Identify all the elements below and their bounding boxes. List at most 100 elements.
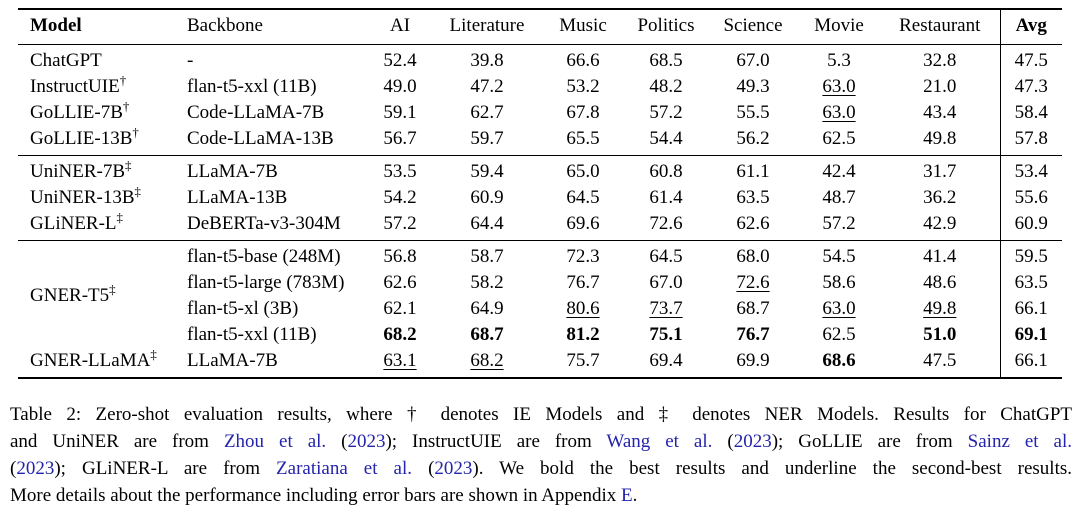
cell-backbone: flan-t5-large (783M) (187, 272, 345, 293)
cell-literature: 39.8 (470, 50, 504, 71)
cell-ai: 63.1 (368, 348, 432, 378)
cell-politics: 57.2 (649, 102, 683, 123)
cell-restaurant: 21.0 (923, 76, 957, 97)
citation-link[interactable]: Zaratiana et al. (276, 458, 413, 479)
cell-backbone: LLaMA-7B (187, 350, 278, 371)
cell-backbone: flan-t5-xl (3B) (187, 298, 299, 319)
cell-restaurant: 49.8 (880, 296, 1000, 322)
column-header-science: Science (723, 15, 783, 36)
cell-science: 68.0 (736, 246, 770, 267)
cell-music: 65.5 (566, 128, 600, 149)
cell-ai: 57.2 (383, 213, 417, 234)
cell-restaurant: 36.2 (923, 187, 957, 208)
best-result-value: 68.6 (822, 350, 856, 371)
model-name: GoLLIE-13B (30, 128, 133, 149)
cell-avg: 60.9 (999, 211, 1062, 241)
column-header-politics: Politics (637, 15, 695, 36)
model-name: GNER-T5 (30, 285, 110, 306)
cell-ai: 62.1 (383, 298, 417, 319)
citation-link[interactable]: E (620, 485, 633, 506)
dagger-mark: † (132, 126, 139, 140)
cell-restaurant: 41.4 (923, 246, 957, 267)
column-header-model: Model (30, 15, 82, 36)
cell-movie: 68.6 (798, 348, 880, 378)
cell-literature: 68.2 (432, 348, 542, 378)
cell-music: 67.8 (566, 102, 600, 123)
citation-link[interactable]: Sainz et al. (967, 431, 1072, 452)
cell-ai: 62.6 (383, 272, 417, 293)
dagger-mark: † (122, 100, 130, 114)
cell-literature: 58.2 (470, 272, 504, 293)
cell-avg: 47.5 (999, 44, 1062, 74)
table-row: InstructUIE† flan-t5-xxl (11B) 49.0 47.2 53.… (18, 74, 1062, 100)
table-row: GLiNER-L‡ DeBERTa-v3-304M 57.2 64.4 69.6 72.6… (18, 211, 1062, 241)
second-best-result-value: 80.6 (566, 298, 600, 319)
cell-backbone: LLaMA-7B (187, 161, 278, 182)
caption-line: Table 2: Zero-shot evaluation results, w… (10, 401, 1072, 428)
cell-music: 53.2 (566, 76, 600, 97)
cell-science: 72.6 (708, 270, 798, 296)
cell-politics: 60.8 (649, 161, 683, 182)
model-name: UniNER-13B (30, 187, 135, 208)
cell-science: 62.6 (736, 213, 770, 234)
table-group: UniNER-7B‡ LLaMA-7B 53.5 59.4 65.0 60.8 61.1 42… (18, 155, 1062, 241)
cell-ai: 56.7 (383, 128, 417, 149)
column-header-literature: Literature (449, 15, 525, 36)
citation-link[interactable]: Zhou et al. (223, 431, 327, 452)
cell-ai: 68.2 (368, 322, 432, 348)
cell-model: GNER-LLaMA‡ (18, 348, 185, 378)
caption-text: More details about the performance inclu… (10, 485, 621, 506)
cell-literature: 62.7 (470, 102, 504, 123)
table-group: GNER-T5‡ flan-t5-base (248M) 56.8 58.7 72.3 6… (18, 240, 1062, 378)
column-header-ai: AI (389, 15, 411, 36)
cell-politics: 75.1 (624, 322, 708, 348)
table-group: ChatGPT - 52.4 39.8 66.6 68.5 67.0 5.3 32.8 47.5 I… (18, 44, 1062, 156)
column-header-avg: Avg (999, 9, 1062, 45)
cell-movie: 63.0 (798, 296, 880, 322)
second-best-result-value: 49.8 (923, 298, 957, 319)
cell-backbone: Code-LLaMA-13B (187, 128, 334, 149)
citation-link[interactable]: Wang et al. (606, 431, 713, 452)
cell-avg: 69.1 (999, 322, 1062, 348)
double-dagger-mark: ‡ (116, 211, 123, 225)
citation-link[interactable]: 2023 (16, 458, 55, 479)
cell-model: UniNER-7B‡ (18, 156, 185, 186)
citation-link[interactable]: 2023 (347, 431, 386, 452)
table-row: flan-t5-large (783M) 62.6 58.2 76.7 67.0 72.6… (18, 270, 1062, 296)
cell-ai: 56.8 (383, 246, 417, 267)
citation-link[interactable]: 2023 (434, 458, 473, 479)
cell-science: 56.2 (736, 128, 770, 149)
cell-movie: 54.5 (822, 246, 856, 267)
cell-science: 76.7 (708, 322, 798, 348)
cell-backbone: flan-t5-xxl (11B) (187, 324, 317, 345)
cell-music: 65.0 (566, 161, 600, 182)
table-row: GNER-LLaMA‡ LLaMA-7B 63.1 68.2 75.7 69.4 69.9 6… (18, 348, 1062, 378)
cell-backbone: DeBERTa-v3-304M (187, 213, 341, 234)
table-caption: Table 2: Zero-shot evaluation results, w… (10, 401, 1072, 509)
cell-restaurant: 43.4 (923, 102, 957, 123)
caption-text: ); GoLLIE are from (771, 431, 968, 452)
cell-movie: 48.7 (822, 187, 856, 208)
table-row: UniNER-7B‡ LLaMA-7B 53.5 59.4 65.0 60.8 61.1 42… (18, 155, 1062, 186)
double-dagger-mark: ‡ (125, 157, 132, 173)
cell-model: ChatGPT (18, 45, 185, 75)
best-result-value: 51.0 (923, 324, 957, 345)
cell-literature: 47.2 (470, 76, 504, 97)
cell-restaurant: 48.6 (923, 272, 957, 293)
caption-text: Table 2: Zero-shot evaluation results, w… (10, 404, 1072, 425)
cell-music: 75.7 (566, 350, 600, 371)
cell-science: 61.1 (736, 161, 770, 182)
cell-music: 64.5 (566, 187, 600, 208)
caption-text: ( (712, 431, 734, 452)
cell-movie: 62.5 (822, 128, 856, 149)
column-header-restaurant: Restaurant (899, 15, 981, 36)
cell-ai: 59.1 (383, 102, 417, 123)
cell-literature: 68.7 (432, 322, 542, 348)
second-best-result-value: 73.7 (649, 298, 683, 319)
cell-science: 63.5 (736, 187, 770, 208)
cell-avg: 57.8 (999, 126, 1062, 156)
citation-link[interactable]: 2023 (733, 431, 772, 452)
cell-ai: 49.0 (383, 76, 417, 97)
model-name: GLiNER-L (30, 213, 117, 234)
table-row: UniNER-13B‡ LLaMA-13B 54.2 60.9 64.5 61.4 63.5… (18, 185, 1062, 211)
